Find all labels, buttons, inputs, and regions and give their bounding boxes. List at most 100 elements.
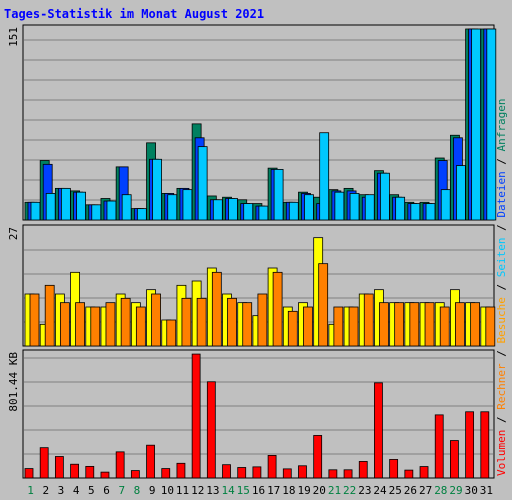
x-tick-label: 19 xyxy=(297,484,310,497)
bar-rechner-day-16 xyxy=(257,293,268,347)
x-tick-label: 7 xyxy=(118,484,125,497)
x-tick-label: 8 xyxy=(134,484,141,497)
panel-hits: 151 xyxy=(7,24,497,221)
bar-volumen-day-14 xyxy=(222,464,231,479)
x-tick-label: 26 xyxy=(404,484,417,497)
bar-volumen-day-15 xyxy=(237,467,247,479)
legend-item- /: / xyxy=(495,151,508,171)
bar-volumen-day-17 xyxy=(267,455,277,479)
panel-frame xyxy=(22,349,495,479)
x-tick-label: 28 xyxy=(434,484,447,497)
bar-rechner-day-1 xyxy=(29,293,40,347)
x-tick-label: 14 xyxy=(221,484,235,497)
bar-volumen-day-24 xyxy=(374,382,383,479)
bar-volumen-day-1 xyxy=(24,468,34,479)
bar-seiten-day-15 xyxy=(243,203,254,221)
bar-volumen-day-30 xyxy=(465,411,475,479)
bar-rechner-day-9 xyxy=(151,293,161,347)
bar-rechner-day-12 xyxy=(196,297,207,347)
bar-seiten-day-28 xyxy=(440,189,451,221)
bar-seiten-day-8 xyxy=(136,208,147,221)
bar-seiten-day-21 xyxy=(334,191,345,221)
bar-volumen-day-2 xyxy=(39,447,49,479)
bar-volumen-day-19 xyxy=(298,465,307,479)
legend-item-dateien: Dateien xyxy=(495,171,508,217)
bar-rechner-day-21 xyxy=(333,306,344,347)
bar-seiten-day-5 xyxy=(91,204,102,221)
bar-volumen-day-31 xyxy=(480,411,490,479)
x-tick-label: 29 xyxy=(449,484,462,497)
bar-rechner-day-7 xyxy=(120,297,131,347)
x-tick-label: 21 xyxy=(328,484,341,497)
bar-seiten-day-24 xyxy=(380,172,390,221)
bar-seiten-day-9 xyxy=(152,158,162,221)
bar-seiten-day-1 xyxy=(30,201,41,221)
x-tick-label: 2 xyxy=(42,484,49,497)
bar-rechner-day-15 xyxy=(242,302,253,347)
bar-seiten-day-23 xyxy=(364,194,375,221)
bar-rechner-day-8 xyxy=(135,306,146,347)
bar-volumen-day-22 xyxy=(343,469,353,479)
bar-seiten-day-4 xyxy=(76,191,86,221)
bar-volumen-day-29 xyxy=(450,440,459,479)
bar-seiten-day-2 xyxy=(45,193,56,221)
bar-rechner-day-4 xyxy=(75,302,85,347)
bar-seiten-day-31 xyxy=(486,28,497,221)
x-tick-label: 27 xyxy=(419,484,432,497)
bar-rechner-day-22 xyxy=(348,306,359,347)
x-tick-label: 3 xyxy=(58,484,65,497)
bar-seiten-day-13 xyxy=(212,199,223,221)
bar-seiten-day-3 xyxy=(60,187,71,221)
legend-item- /: / xyxy=(495,277,508,297)
bar-rechner-day-19 xyxy=(303,306,313,347)
x-tick-label: 11 xyxy=(176,484,189,497)
bar-seiten-day-25 xyxy=(395,196,406,221)
bar-rechner-day-18 xyxy=(287,310,298,347)
bar-volumen-day-23 xyxy=(358,461,368,479)
panel-visits: 27 xyxy=(7,224,496,347)
legend-item-anfragen: Anfragen xyxy=(495,98,508,151)
bar-rechner-day-20 xyxy=(318,263,329,347)
x-tick-label: 23 xyxy=(358,484,371,497)
bar-rechner-day-5 xyxy=(90,306,101,347)
bar-volumen-day-20 xyxy=(313,435,323,479)
bar-seiten-day-11 xyxy=(182,189,193,221)
bar-volumen-day-12 xyxy=(191,353,201,479)
x-tick-label: 4 xyxy=(73,484,80,497)
bar-volumen-day-11 xyxy=(176,462,186,479)
x-tick-label: 25 xyxy=(389,484,402,497)
x-tick-label: 12 xyxy=(191,484,204,497)
bar-volumen-day-18 xyxy=(282,468,292,479)
bar-rechner-day-25 xyxy=(394,302,405,347)
bar-seiten-day-10 xyxy=(167,194,178,221)
y-max-label: 27 xyxy=(7,227,20,240)
panel-volume: 801.44 KB xyxy=(7,349,495,479)
bar-seiten-day-16 xyxy=(258,205,269,221)
legend-item- /: / xyxy=(495,218,508,238)
bar-rechner-day-17 xyxy=(272,271,283,347)
bar-seiten-day-17 xyxy=(273,169,284,221)
legend-right: Volumen / Rechner / Besuche / Seiten / D… xyxy=(495,98,508,476)
bar-seiten-day-22 xyxy=(349,193,360,221)
bar-volumen-day-9 xyxy=(146,444,155,479)
x-tick-label: 24 xyxy=(373,484,387,497)
x-tick-label: 15 xyxy=(237,484,250,497)
x-tick-label: 1 xyxy=(27,484,34,497)
legend-item-seiten: Seiten xyxy=(495,238,508,278)
bar-seiten-day-7 xyxy=(121,194,132,221)
bar-volumen-day-26 xyxy=(404,469,414,479)
bar-rechner-day-2 xyxy=(44,284,55,347)
bar-seiten-day-18 xyxy=(288,201,299,221)
bar-rechner-day-6 xyxy=(105,302,116,347)
bar-seiten-day-20 xyxy=(319,132,330,221)
panel-frame xyxy=(22,24,495,221)
bar-rechner-day-28 xyxy=(439,306,450,347)
bar-volumen-day-7 xyxy=(115,451,125,479)
bar-volumen-day-28 xyxy=(434,414,444,479)
bar-volumen-day-21 xyxy=(328,469,338,479)
x-tick-label: 13 xyxy=(206,484,219,497)
legend-item-besuche: Besuche xyxy=(495,297,508,343)
bar-seiten-day-12 xyxy=(197,146,208,221)
bar-rechner-day-24 xyxy=(379,302,389,347)
